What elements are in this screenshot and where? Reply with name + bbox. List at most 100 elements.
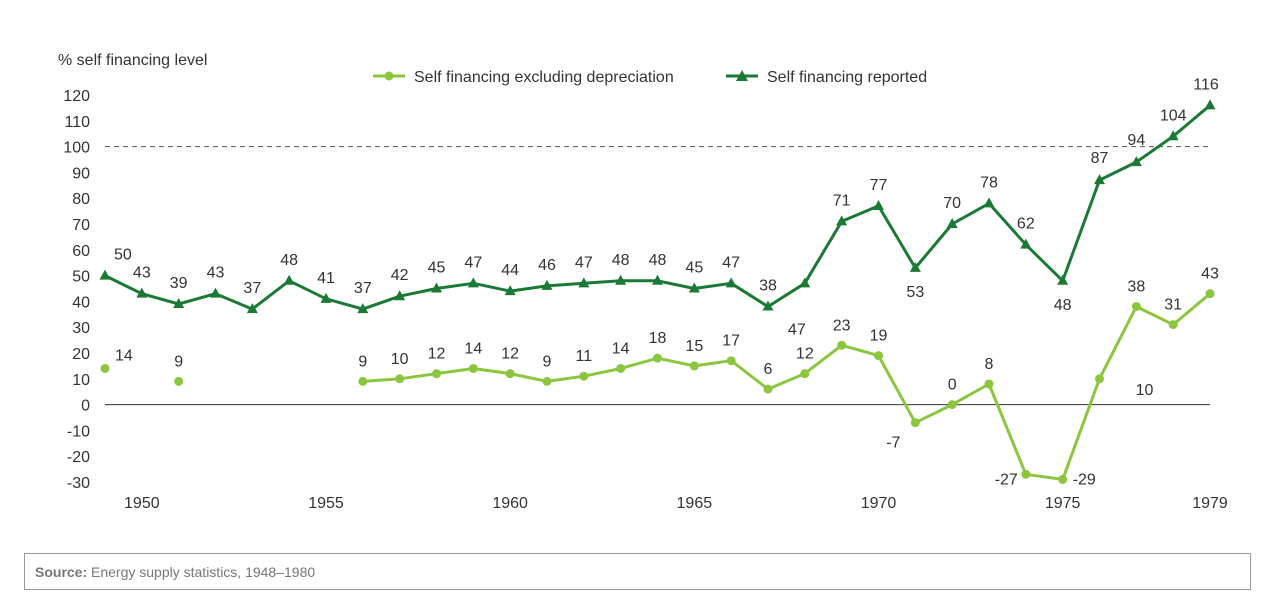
y-tick-label: -20 (67, 449, 90, 466)
point-excluding-depreciation (763, 384, 773, 394)
data-label-excluding-depreciation: 18 (649, 330, 667, 347)
data-label-excluding-depreciation: 15 (685, 338, 703, 355)
y-tick-label: 100 (63, 140, 90, 157)
point-excluding-depreciation (1095, 374, 1104, 384)
point-excluding-depreciation (800, 369, 810, 379)
point-reported (836, 215, 848, 226)
data-label-reported: 48 (280, 252, 298, 269)
data-label-excluding-depreciation: 14 (464, 340, 482, 357)
point-reported (431, 282, 442, 293)
data-label-reported: 37 (243, 280, 261, 297)
data-label-excluding-depreciation: 6 (764, 361, 773, 378)
point-excluding-depreciation (1131, 302, 1141, 312)
data-label-excluding-depreciation: 12 (428, 346, 446, 363)
series-markers (99, 99, 1216, 484)
legend-label-excluding-depreciation: Self financing excluding depreciation (414, 69, 674, 86)
data-label-excluding-depreciation: 19 (870, 328, 888, 345)
point-reported (210, 287, 221, 298)
data-label-excluding-depreciation: 9 (543, 353, 552, 370)
point-reported (578, 277, 590, 288)
legend-item-reported: Self financing reported (726, 69, 927, 86)
y-tick-label: 70 (72, 217, 90, 234)
point-excluding-depreciation (910, 418, 920, 428)
point-excluding-depreciation (1058, 474, 1068, 484)
data-label-reported: 50 (114, 247, 132, 264)
data-label-reported: 47 (788, 321, 806, 338)
point-reported (357, 303, 369, 314)
y-tick-label: 30 (72, 320, 90, 337)
data-label-excluding-depreciation: 43 (1201, 266, 1219, 283)
legend-item-excluding-depreciation: Self financing excluding depreciation (373, 69, 674, 86)
point-reported (725, 277, 737, 288)
legend-marker-reported (736, 70, 748, 81)
point-reported (99, 269, 111, 280)
point-reported (136, 287, 148, 298)
point-reported (1057, 274, 1069, 285)
point-reported (873, 199, 884, 210)
data-label-reported: 39 (170, 275, 188, 292)
point-reported (1094, 174, 1105, 185)
data-label-excluding-depreciation: 17 (722, 333, 740, 350)
point-reported (909, 261, 921, 272)
point-reported (1020, 238, 1032, 249)
reference-lines (105, 146, 1210, 406)
point-excluding-depreciation (837, 340, 847, 350)
point-reported (283, 274, 295, 285)
source-label: Source: (35, 564, 88, 580)
data-label-reported: 46 (538, 257, 556, 274)
x-axis: 1950 1955 1960 1965 1970 1975 1979 (124, 495, 1228, 512)
point-excluding-depreciation (616, 363, 626, 373)
data-label-excluding-depreciation: -27 (995, 471, 1018, 488)
x-tick-label: 1975 (1045, 495, 1081, 512)
data-label-excluding-depreciation: 10 (1136, 382, 1154, 399)
point-reported (615, 274, 627, 285)
y-tick-label: 20 (72, 346, 90, 363)
x-tick-label: 1965 (677, 495, 713, 512)
point-reported (652, 274, 663, 285)
point-excluding-depreciation (358, 376, 368, 386)
data-label-reported: 94 (1127, 132, 1145, 149)
point-reported (1204, 99, 1216, 110)
point-reported (504, 285, 516, 296)
y-tick-label: 80 (72, 191, 90, 208)
data-label-excluding-depreciation: 31 (1164, 297, 1182, 314)
y-axis: -30 -20 -10 0 10 20 30 40 50 60 70 80 90 100 110 120 (63, 88, 90, 492)
data-label-reported: 53 (906, 284, 924, 301)
data-label-reported: 38 (759, 278, 777, 295)
point-excluding-depreciation (984, 379, 994, 389)
y-tick-label: 40 (72, 294, 90, 311)
point-excluding-depreciation (468, 363, 478, 373)
data-label-excluding-depreciation: 23 (833, 317, 851, 334)
y-tick-label: 90 (72, 165, 90, 182)
data-label-reported: 44 (501, 262, 519, 279)
y-tick-label: 0 (81, 398, 90, 415)
data-label-excluding-depreciation: 8 (985, 356, 994, 373)
point-reported (467, 277, 479, 288)
y-tick-label: -10 (67, 423, 90, 440)
x-tick-label: 1970 (861, 495, 897, 512)
data-label-reported: 77 (870, 177, 888, 194)
legend-label-reported: Self financing reported (767, 69, 927, 86)
point-excluding-depreciation (100, 363, 110, 373)
point-reported (799, 277, 811, 288)
point-excluding-depreciation (874, 351, 883, 361)
data-label-reported: 62 (1017, 216, 1035, 233)
data-label-reported: 43 (207, 265, 225, 282)
x-tick-label: 1955 (308, 495, 344, 512)
point-excluding-depreciation (689, 361, 699, 371)
point-excluding-depreciation (653, 353, 662, 363)
data-label-excluding-depreciation: 12 (796, 346, 814, 363)
point-reported (688, 282, 700, 293)
source-box: Source: Energy supply statistics, 1948–1… (24, 553, 1251, 590)
legend: Self financing excluding depreciation Se… (373, 69, 927, 86)
point-reported (762, 300, 774, 311)
point-excluding-depreciation (505, 369, 515, 379)
data-label-excluding-depreciation: 10 (391, 351, 409, 368)
data-label-reported: 37 (354, 280, 372, 297)
point-excluding-depreciation (432, 369, 441, 379)
y-tick-label: 10 (72, 372, 90, 389)
data-label-reported: 47 (575, 254, 593, 271)
data-label-reported: 87 (1091, 150, 1109, 167)
point-excluding-depreciation (1205, 289, 1215, 299)
data-label-reported: 45 (685, 260, 703, 277)
